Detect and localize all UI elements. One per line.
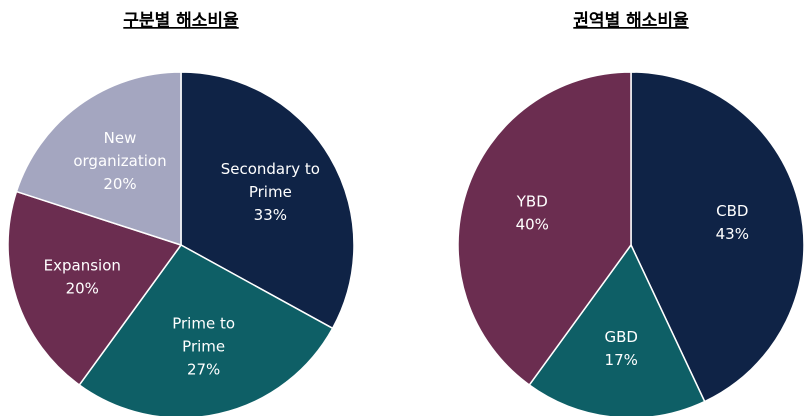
slice-label: New organization	[73, 129, 166, 170]
pie-slice	[7, 190, 183, 387]
pie-slice	[630, 71, 805, 403]
chart-title: 구분별 해소비율	[123, 11, 239, 31]
slice-label: Secondary to Prime	[221, 160, 320, 201]
value-label: 33%	[254, 206, 287, 224]
slice-label: Expansion	[44, 257, 121, 275]
value-label: 43%	[716, 225, 749, 243]
slice-label: YBD	[516, 192, 548, 210]
value-label: 40%	[516, 215, 549, 233]
pie-slice	[78, 244, 334, 419]
pie-slice	[457, 71, 632, 387]
value-label: 17%	[605, 351, 638, 369]
pie-slice	[15, 71, 182, 247]
chart-title: 권역별 해소비율	[573, 11, 689, 31]
value-label: 27%	[187, 360, 220, 378]
slice-label: CBD	[716, 202, 748, 220]
pie-slice	[180, 71, 355, 330]
slice-label: Prime to Prime	[172, 314, 235, 355]
slice-label: GBD	[604, 328, 637, 346]
value-label: 20%	[103, 175, 136, 193]
value-label: 20%	[66, 280, 99, 298]
